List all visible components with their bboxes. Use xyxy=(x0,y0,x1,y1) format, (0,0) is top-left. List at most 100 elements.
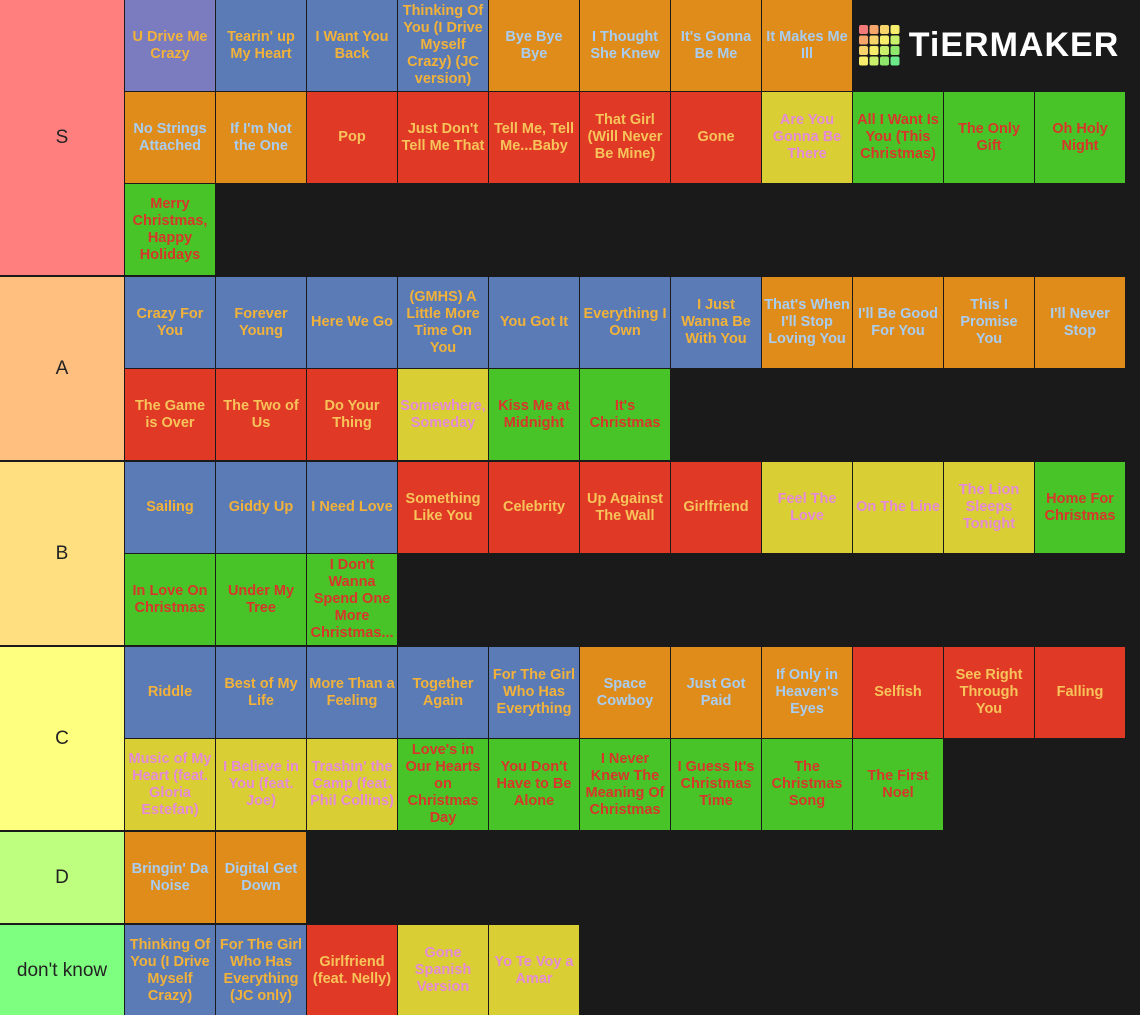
tile[interactable]: Digital Get Down xyxy=(216,832,306,923)
tier-items: Bringin' Da Noise Digital Get Down xyxy=(125,832,1125,923)
tier-items: Sailing Giddy Up I Need Love Something Like… xyxy=(125,462,1125,645)
tier-row: A Crazy For You Forever Young Here We Go (GM… xyxy=(0,277,1140,462)
tile[interactable]: See Right Through You xyxy=(944,647,1034,738)
tile[interactable]: Kiss Me at Midnight xyxy=(489,369,579,460)
tile[interactable]: Tell Me, Tell Me...Baby xyxy=(489,92,579,183)
tile[interactable]: Oh Holy Night xyxy=(1035,92,1125,183)
tier-label: S xyxy=(0,0,124,275)
tier-items: Riddle Best of My Life More Than a Feeling… xyxy=(125,647,1125,830)
tile[interactable]: For The Girl Who Has Everything (JC only… xyxy=(216,925,306,1015)
tile[interactable]: On The Line xyxy=(853,462,943,553)
tile[interactable]: Falling xyxy=(1035,647,1125,738)
tile[interactable]: Pop xyxy=(307,92,397,183)
tile[interactable]: I'll Never Stop xyxy=(1035,277,1125,368)
tile[interactable]: The Lion Sleeps Tonight xyxy=(944,462,1034,553)
tile[interactable]: I Believe in You (feat. Joe) xyxy=(216,739,306,830)
tier-label: A xyxy=(0,277,124,460)
tile[interactable]: I Want You Back xyxy=(307,0,397,91)
tile[interactable]: If Only in Heaven's Eyes xyxy=(762,647,852,738)
tile[interactable]: Tearin' up My Heart xyxy=(216,0,306,91)
tile[interactable]: Just Got Paid xyxy=(671,647,761,738)
tile[interactable]: It's Gonna Be Me xyxy=(671,0,761,91)
tile[interactable]: I Guess It's Christmas Time xyxy=(671,739,761,830)
tile[interactable]: More Than a Feeling xyxy=(307,647,397,738)
tile[interactable]: Best of My Life xyxy=(216,647,306,738)
tier-items: U Drive Me Crazy Tearin' up My Heart I Wan… xyxy=(125,0,1125,275)
tile[interactable]: Girlfriend (feat. Nelly) xyxy=(307,925,397,1015)
tile[interactable]: Gone xyxy=(671,92,761,183)
tile[interactable]: I Just Wanna Be With You xyxy=(671,277,761,368)
tile[interactable]: Music of My Heart (feat. Gloria Estefan) xyxy=(125,739,215,830)
tile[interactable]: I Thought She Knew xyxy=(580,0,670,91)
tile[interactable]: If I'm Not the One xyxy=(216,92,306,183)
tile[interactable]: It's Christmas xyxy=(580,369,670,460)
tile[interactable]: All I Want Is You (This Christmas) xyxy=(853,92,943,183)
tile[interactable]: The Only Gift xyxy=(944,92,1034,183)
tile[interactable]: Everything I Own xyxy=(580,277,670,368)
tile[interactable]: Gone Spanish Version xyxy=(398,925,488,1015)
tile[interactable]: Somewhere, Someday xyxy=(398,369,488,460)
tile[interactable]: Feel The Love xyxy=(762,462,852,553)
tile[interactable]: Thinking Of You (I Drive Myself Crazy) xyxy=(125,925,215,1015)
tile[interactable]: Are You Gonna Be There xyxy=(762,92,852,183)
logo-text: TiERMAKER xyxy=(908,26,1120,64)
tile[interactable]: Something Like You xyxy=(398,462,488,553)
tile[interactable]: No Strings Attached xyxy=(125,92,215,183)
tile[interactable]: Sailing xyxy=(125,462,215,553)
tile[interactable]: Celebrity xyxy=(489,462,579,553)
tile[interactable]: The First Noel xyxy=(853,739,943,830)
tile[interactable]: That's When I'll Stop Loving You xyxy=(762,277,852,368)
tile[interactable]: Do Your Thing xyxy=(307,369,397,460)
tile[interactable]: The Game is Over xyxy=(125,369,215,460)
tier-row: B Sailing Giddy Up I Need Love Something Lik… xyxy=(0,462,1140,647)
tile[interactable]: The Two of Us xyxy=(216,369,306,460)
tier-label: C xyxy=(0,647,124,830)
tile[interactable]: Love's in Our Hearts on Christmas Day xyxy=(398,739,488,830)
tile[interactable]: Forever Young xyxy=(216,277,306,368)
tile[interactable]: Yo Te Voy a Amar xyxy=(489,925,579,1015)
tier-label: D xyxy=(0,832,124,923)
tile[interactable]: Under My Tree xyxy=(216,554,306,645)
tier-items: Thinking Of You (I Drive Myself Crazy) Fo… xyxy=(125,925,1125,1015)
tier-label: don't know xyxy=(0,925,124,1015)
tile[interactable]: You Don't Have to Be Alone xyxy=(489,739,579,830)
tile[interactable]: Thinking Of You (I Drive Myself Crazy) (… xyxy=(398,0,488,91)
logo-icon xyxy=(858,24,900,65)
tier-row: C Riddle Best of My Life More Than a Feelin… xyxy=(0,647,1140,832)
tile[interactable]: I Need Love xyxy=(307,462,397,553)
tile[interactable]: I Don't Wanna Spend One More Christmas..… xyxy=(307,554,397,645)
tile[interactable]: Selfish xyxy=(853,647,943,738)
tile[interactable]: In Love On Christmas xyxy=(125,554,215,645)
tile[interactable]: Together Again xyxy=(398,647,488,738)
logo: TiERMAKER xyxy=(853,0,1125,91)
tile[interactable]: Bringin' Da Noise xyxy=(125,832,215,923)
tile[interactable]: Merry Christmas, Happy Holidays xyxy=(125,184,215,275)
tile[interactable]: Giddy Up xyxy=(216,462,306,553)
tile[interactable]: Crazy For You xyxy=(125,277,215,368)
tier-row: D Bringin' Da Noise Digital Get Down xyxy=(0,832,1140,925)
tile[interactable]: For The Girl Who Has Everything xyxy=(489,647,579,738)
tile[interactable]: Bye Bye Bye xyxy=(489,0,579,91)
tile[interactable]: Just Don't Tell Me That xyxy=(398,92,488,183)
tier-row: don't know Thinking Of You (I Drive Mysel… xyxy=(0,925,1140,1015)
tier-items: Crazy For You Forever Young Here We Go (GMH… xyxy=(125,277,1125,460)
tile[interactable]: That Girl (Will Never Be Mine) xyxy=(580,92,670,183)
tile[interactable]: This I Promise You xyxy=(944,277,1034,368)
tile[interactable]: U Drive Me Crazy xyxy=(125,0,215,91)
tile[interactable]: You Got It xyxy=(489,277,579,368)
tile[interactable]: Up Against The Wall xyxy=(580,462,670,553)
tile[interactable]: (GMHS) A Little More Time On You xyxy=(398,277,488,368)
tile[interactable]: Home For Christmas xyxy=(1035,462,1125,553)
tile[interactable]: Trashin' the Camp (feat. Phil Collins) xyxy=(307,739,397,830)
tile[interactable]: I Never Knew The Meaning Of Christmas xyxy=(580,739,670,830)
tile[interactable]: Girlfriend xyxy=(671,462,761,553)
tier-label: B xyxy=(0,462,124,645)
tile[interactable]: Here We Go xyxy=(307,277,397,368)
tile[interactable]: Space Cowboy xyxy=(580,647,670,738)
tile[interactable]: Riddle xyxy=(125,647,215,738)
tile[interactable]: It Makes Me Ill xyxy=(762,0,852,91)
tile[interactable]: The Christmas Song xyxy=(762,739,852,830)
tile[interactable]: I'll Be Good For You xyxy=(853,277,943,368)
